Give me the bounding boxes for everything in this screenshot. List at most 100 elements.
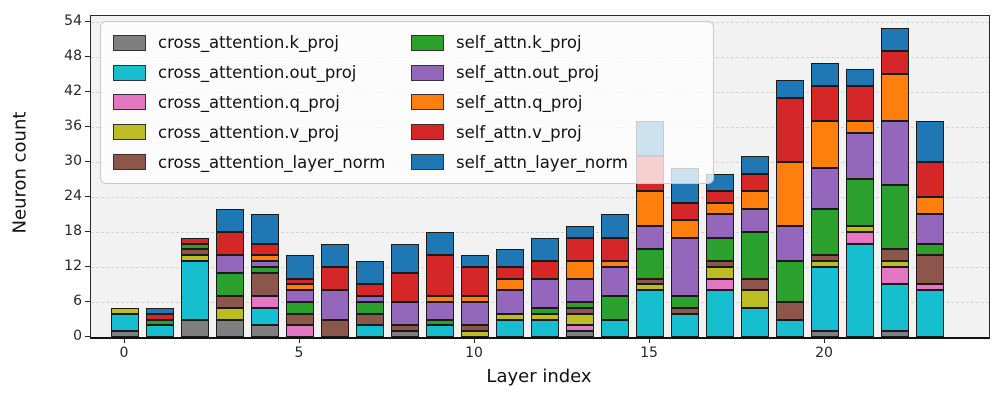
bar-segment-layer12-cross_attention.v_proj xyxy=(531,313,559,320)
y-tick-label-18: 18 xyxy=(64,222,82,239)
bar-segment-layer0-cross_attention.k_proj xyxy=(111,331,139,337)
bar-segment-layer13-cross_attention.v_proj xyxy=(566,313,594,326)
legend-label: cross_attention.v_proj xyxy=(158,122,340,142)
bar-segment-layer18-cross_attention.v_proj xyxy=(741,290,769,308)
y-tick-label-0: 0 xyxy=(73,328,82,344)
bar-segment-layer21-cross_attention.out_proj xyxy=(846,243,874,337)
bar-segment-layer17-cross_attention.v_proj xyxy=(706,266,734,279)
bar-segment-layer22-cross_attention_layer_norm xyxy=(881,249,909,262)
bar-segment-layer10-self_attn.out_proj xyxy=(461,301,489,326)
bar-segment-layer21-self_attn_layer_norm xyxy=(846,68,874,87)
bar-segment-layer23-cross_attention.out_proj xyxy=(916,290,944,337)
bar-segment-layer4-cross_attention_layer_norm xyxy=(251,272,279,297)
y-axis-label: Neuron count xyxy=(9,111,31,234)
x-tick-label-5: 5 xyxy=(294,345,304,361)
bar-segment-layer3-self_attn.out_proj xyxy=(216,255,244,273)
bar-segment-layer14-self_attn_layer_norm xyxy=(601,214,629,238)
bar-segment-layer2-cross_attention.out_proj xyxy=(181,261,209,320)
bar-segment-layer9-self_attn.v_proj xyxy=(426,255,454,297)
bar-segment-layer15-cross_attention_layer_norm xyxy=(636,278,664,285)
legend-label: self_attn_layer_norm xyxy=(456,152,628,172)
bar-segment-layer4-self_attn.q_proj xyxy=(251,255,279,262)
bar-segment-layer19-self_attn.v_proj xyxy=(776,97,804,162)
bar-segment-layer15-cross_attention.v_proj xyxy=(636,284,664,291)
bar-segment-layer2-cross_attention.k_proj xyxy=(181,319,209,337)
bar-segment-layer5-self_attn.v_proj xyxy=(286,278,314,285)
bar-segment-layer12-self_attn.v_proj xyxy=(531,261,559,279)
bar-segment-layer2-cross_attention.v_proj xyxy=(181,255,209,262)
bar-segment-layer6-cross_attention_layer_norm xyxy=(321,319,349,337)
bar-segment-layer11-cross_attention.out_proj xyxy=(496,319,524,337)
bar-segment-layer22-self_attn.q_proj xyxy=(881,74,909,122)
bar-segment-layer8-self_attn.v_proj xyxy=(391,272,419,302)
bar-segment-layer0-cross_attention.out_proj xyxy=(111,313,139,332)
bar-segment-layer8-cross_attention_layer_norm xyxy=(391,325,419,332)
bar-segment-layer23-self_attn.q_proj xyxy=(916,196,944,215)
bar-segment-layer23-self_attn.v_proj xyxy=(916,161,944,197)
bar-segment-layer9-cross_attention.out_proj xyxy=(426,325,454,337)
bar-segment-layer16-self_attn.k_proj xyxy=(671,296,699,308)
bar-segment-layer16-cross_attention.out_proj xyxy=(671,313,699,337)
bar-segment-layer23-self_attn.k_proj xyxy=(916,243,944,256)
bar-segment-layer7-self_attn.k_proj xyxy=(356,301,384,314)
legend-label: cross_attention.k_proj xyxy=(158,33,339,53)
bar-segment-layer21-self_attn.out_proj xyxy=(846,132,874,180)
bar-segment-layer22-self_attn.k_proj xyxy=(881,185,909,250)
legend-label: self_attn.v_proj xyxy=(456,122,582,142)
bar-segment-layer20-cross_attention.k_proj xyxy=(811,331,839,337)
bar-segment-layer6-self_attn.v_proj xyxy=(321,266,349,291)
bar-segment-layer4-cross_attention.q_proj xyxy=(251,296,279,308)
bar-segment-layer17-self_attn.q_proj xyxy=(706,202,734,215)
legend-swatch-icon xyxy=(411,154,444,171)
legend-swatch-icon xyxy=(113,94,146,111)
bar-segment-layer5-self_attn_layer_norm xyxy=(286,255,314,279)
bar-segment-layer22-self_attn.out_proj xyxy=(881,121,909,186)
bar-segment-layer18-self_attn.k_proj xyxy=(741,231,769,279)
bar-segment-layer22-self_attn.v_proj xyxy=(881,51,909,75)
bar-segment-layer8-cross_attention.k_proj xyxy=(391,331,419,337)
bar-segment-layer18-self_attn_layer_norm xyxy=(741,156,769,174)
bar-segment-layer3-cross_attention.k_proj xyxy=(216,319,244,337)
bar-segment-layer8-self_attn_layer_norm xyxy=(391,243,419,273)
y-tick-label-42: 42 xyxy=(64,82,82,99)
bar-segment-layer11-self_attn.out_proj xyxy=(496,290,524,314)
bar-segment-layer16-self_attn.v_proj xyxy=(671,202,699,221)
bar-segment-layer20-cross_attention_layer_norm xyxy=(811,255,839,262)
bar-segment-layer4-self_attn.out_proj xyxy=(251,261,279,267)
y-tick-label-30: 30 xyxy=(64,152,82,169)
x-tick-label-20: 20 xyxy=(815,345,833,361)
bar-segment-layer5-cross_attention_layer_norm xyxy=(286,313,314,326)
bar-segment-layer19-self_attn_layer_norm xyxy=(776,80,804,98)
bar-segment-layer5-self_attn.k_proj xyxy=(286,301,314,314)
bar-segment-layer20-self_attn.q_proj xyxy=(811,121,839,168)
bar-segment-layer8-self_attn.out_proj xyxy=(391,301,419,326)
x-tick-mark-5 xyxy=(299,338,300,343)
y-tick-label-24: 24 xyxy=(64,187,82,204)
bar-segment-layer20-self_attn.out_proj xyxy=(811,167,839,209)
bar-segment-layer14-self_attn.v_proj xyxy=(601,237,629,262)
legend-entry-cross_attention.v_proj: cross_attention.v_proj xyxy=(113,123,411,142)
bar-segment-layer3-self_attn.v_proj xyxy=(216,231,244,256)
bar-segment-layer21-self_attn.k_proj xyxy=(846,179,874,227)
bar-segment-layer18-cross_attention.out_proj xyxy=(741,307,769,337)
legend-entry-self_attn_layer_norm: self_attn_layer_norm xyxy=(411,153,709,172)
bar-segment-layer13-self_attn.out_proj xyxy=(566,278,594,302)
bar-segment-layer9-self_attn.k_proj xyxy=(426,319,454,326)
legend-swatch-icon xyxy=(411,64,444,81)
bar-segment-layer14-self_attn.out_proj xyxy=(601,266,629,297)
bar-segment-layer11-cross_attention.v_proj xyxy=(496,313,524,320)
bar-segment-layer11-self_attn.v_proj xyxy=(496,266,524,279)
bar-segment-layer4-cross_attention.k_proj xyxy=(251,325,279,337)
bar-segment-layer20-self_attn.v_proj xyxy=(811,86,839,122)
legend-label: self_attn.q_proj xyxy=(456,92,583,112)
bar-segment-layer10-self_attn_layer_norm xyxy=(461,255,489,267)
x-tick-label-10: 10 xyxy=(465,345,483,361)
bar-segment-layer13-self_attn.k_proj xyxy=(566,302,594,308)
legend-entry-self_attn.k_proj: self_attn.k_proj xyxy=(411,33,709,52)
bar-segment-layer3-cross_attention_layer_norm xyxy=(216,296,244,308)
bar-segment-layer20-self_attn.k_proj xyxy=(811,208,839,256)
bar-segment-layer1-cross_attention.out_proj xyxy=(146,325,174,337)
bar-segment-layer6-self_attn.out_proj xyxy=(321,290,349,320)
bar-segment-layer17-cross_attention.q_proj xyxy=(706,278,734,291)
bar-segment-layer18-self_attn.out_proj xyxy=(741,208,769,232)
